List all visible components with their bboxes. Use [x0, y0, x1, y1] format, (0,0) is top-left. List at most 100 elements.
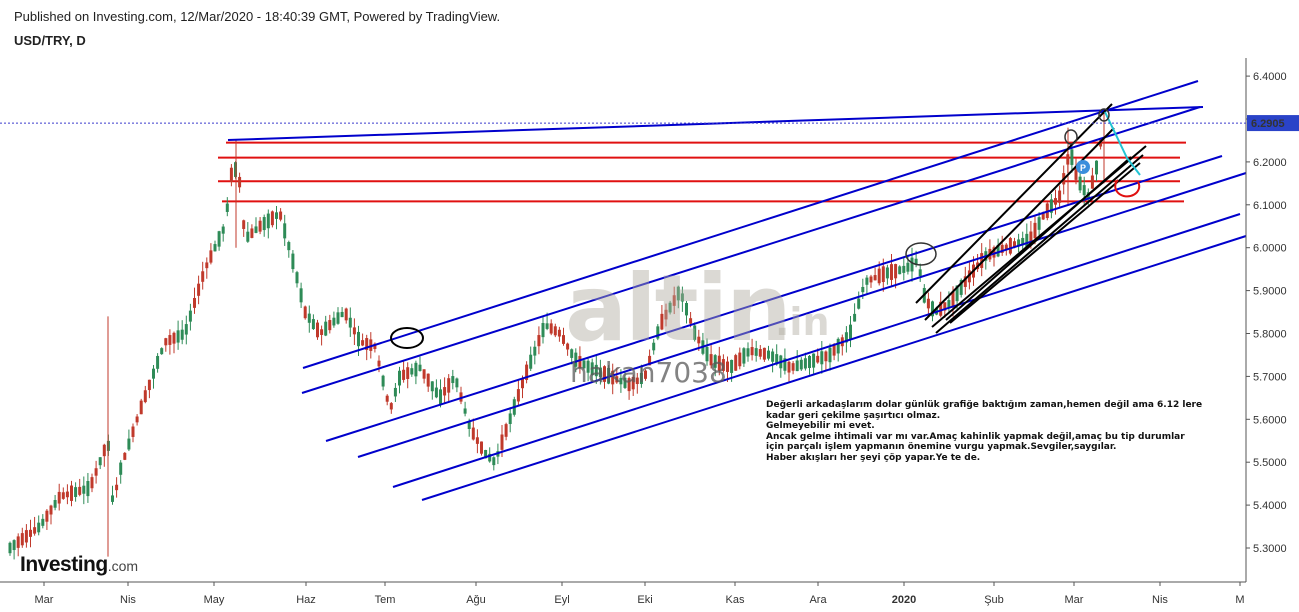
- candle: [853, 303, 857, 322]
- candle-body: [623, 377, 627, 388]
- candle-body: [537, 335, 541, 347]
- candle: [808, 355, 811, 375]
- candle: [94, 460, 98, 484]
- candle: [164, 337, 168, 352]
- candle: [229, 164, 233, 187]
- x-tick-label: 2020: [892, 594, 916, 606]
- candle-body: [775, 354, 779, 365]
- candle-body: [754, 348, 758, 356]
- candle-body: [820, 351, 824, 365]
- candle-body: [693, 325, 697, 340]
- candle-body: [357, 331, 360, 347]
- candle: [812, 353, 816, 375]
- candle: [771, 348, 775, 373]
- candle-body: [430, 381, 434, 392]
- candle-body: [8, 542, 12, 554]
- note-line: için parçalı işlem yapmanın önemine vurg…: [766, 442, 1117, 452]
- candle: [660, 305, 664, 331]
- candle-body: [143, 390, 147, 403]
- candle-body: [418, 364, 422, 371]
- candle-body: [303, 306, 307, 319]
- candle: [238, 172, 242, 193]
- candle-body: [229, 167, 233, 182]
- candle-body: [939, 301, 943, 316]
- candle: [1008, 236, 1012, 256]
- candle-body: [615, 376, 619, 383]
- analysis-note: Değerli arkadaşlarım dolar günlük grafiğ…: [766, 400, 1246, 463]
- candle-body: [82, 485, 86, 494]
- candle-body: [890, 264, 893, 280]
- candle: [262, 214, 266, 237]
- candle-body: [918, 269, 922, 277]
- candle: [959, 278, 963, 298]
- candle: [594, 355, 598, 384]
- target-circle: [1114, 179, 1141, 198]
- candle-body: [102, 444, 106, 457]
- candle-body: [1008, 238, 1012, 254]
- candle-body: [631, 376, 635, 390]
- logo-main: Investing: [20, 553, 108, 576]
- candle-body: [1082, 185, 1086, 196]
- candle-body: [98, 457, 102, 466]
- y-tick-label: 6.0000: [1253, 243, 1287, 255]
- candle: [664, 303, 668, 327]
- candle-body: [738, 352, 742, 367]
- candle: [217, 230, 221, 251]
- candle-body: [996, 244, 1000, 257]
- candle-body: [299, 288, 303, 303]
- candle-body: [529, 354, 533, 369]
- candle: [582, 359, 586, 370]
- candle-body: [525, 364, 529, 380]
- trend-channel-line: [227, 106, 1204, 141]
- candle: [33, 516, 37, 536]
- candle: [529, 346, 533, 371]
- candle-body: [545, 323, 549, 329]
- candle-body: [603, 366, 606, 382]
- candle-body: [217, 231, 221, 247]
- candle-body: [607, 367, 611, 384]
- candle-body: [184, 324, 188, 335]
- candle-body: [33, 527, 37, 534]
- candle-body: [250, 228, 254, 238]
- candle-body: [598, 367, 602, 377]
- candle: [434, 379, 438, 399]
- candle: [45, 509, 49, 530]
- y-tick-label: 6.2000: [1253, 157, 1287, 169]
- candle: [611, 363, 615, 395]
- candle-body: [434, 387, 438, 398]
- candle-body: [49, 505, 53, 515]
- candle: [180, 320, 184, 345]
- candle-body: [115, 484, 119, 491]
- candle: [139, 398, 143, 415]
- candle: [193, 287, 196, 314]
- candle-body: [541, 323, 545, 338]
- candle-body: [246, 231, 250, 242]
- candle-body: [500, 434, 504, 450]
- p-marker-label: P: [1080, 163, 1086, 173]
- candle: [275, 206, 278, 230]
- candle: [840, 334, 844, 356]
- candle: [516, 380, 520, 406]
- candle-body: [398, 370, 401, 386]
- projection-path: [1104, 111, 1141, 176]
- candle-body: [365, 338, 369, 350]
- candle-body: [65, 491, 69, 498]
- candle: [57, 483, 61, 511]
- candle: [709, 345, 713, 369]
- candle-body: [389, 403, 393, 410]
- candle: [172, 331, 176, 354]
- candle-body: [1074, 166, 1078, 180]
- candle: [549, 319, 553, 336]
- short-channel-line: [915, 103, 1113, 304]
- candle-body: [865, 277, 869, 285]
- candle: [455, 377, 459, 393]
- candle: [799, 357, 803, 371]
- candle-body: [533, 346, 537, 356]
- candle-body: [853, 313, 857, 322]
- candle-body: [176, 330, 180, 343]
- candle: [41, 514, 45, 529]
- candle: [418, 356, 422, 372]
- candle: [976, 253, 980, 273]
- candle-body: [1029, 231, 1033, 244]
- candle: [480, 441, 483, 456]
